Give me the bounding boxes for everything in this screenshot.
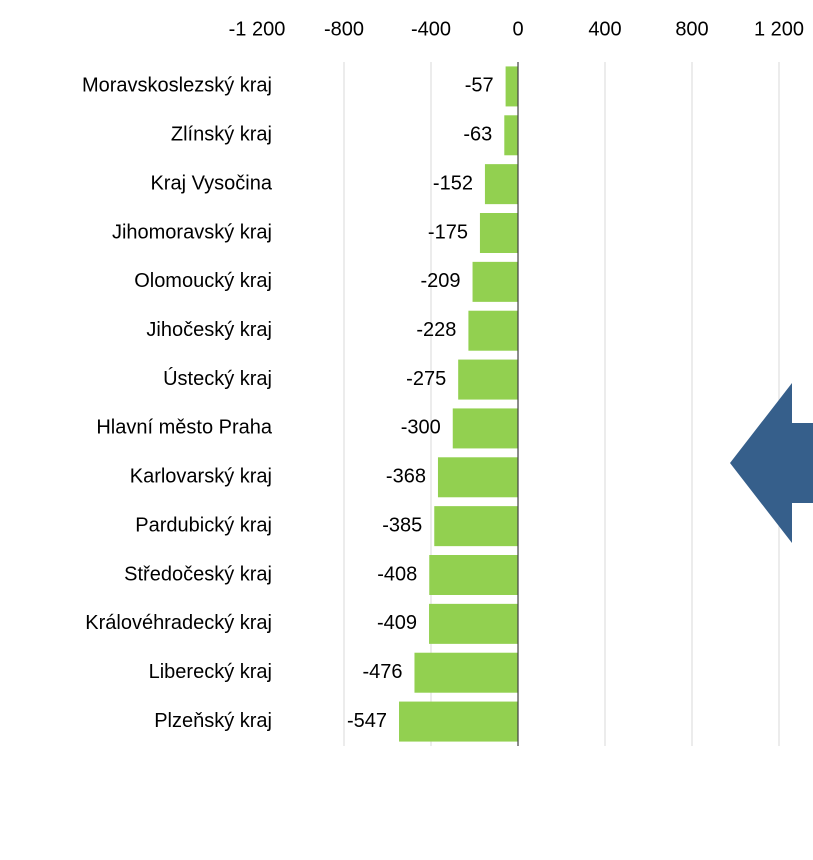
bar (484, 164, 518, 205)
category-label: Královéhradecký kraj (85, 612, 272, 634)
bar (437, 457, 518, 498)
x-tick-label: 0 (512, 18, 523, 40)
bar (468, 310, 518, 351)
bar (429, 603, 518, 644)
value-label: -385 (382, 514, 422, 536)
bar (414, 652, 518, 693)
value-label: -175 (428, 221, 468, 243)
value-label: -476 (362, 661, 402, 683)
category-label: Ústecký kraj (163, 367, 272, 390)
bar (472, 261, 518, 302)
bar (452, 408, 518, 449)
category-label: Jihomoravský kraj (112, 221, 272, 243)
value-label: -152 (433, 172, 473, 194)
x-tick-label: 800 (675, 18, 708, 40)
category-label: Liberecký kraj (149, 661, 272, 683)
bar (458, 359, 518, 400)
value-label: -57 (465, 75, 494, 97)
value-label: -409 (377, 612, 417, 634)
value-label: -228 (416, 319, 456, 341)
value-label: -275 (406, 368, 446, 390)
value-label: -408 (377, 563, 417, 585)
category-label: Pardubický kraj (135, 514, 272, 536)
category-label: Kraj Vysočina (150, 172, 272, 194)
category-label: Jihočeský kraj (146, 319, 272, 341)
x-tick-label: -800 (324, 18, 364, 40)
category-label: Středočeský kraj (124, 563, 272, 585)
x-tick-label: -400 (411, 18, 451, 40)
value-label: -63 (463, 124, 492, 146)
category-label: Karlovarský kraj (130, 466, 272, 488)
value-label: -547 (347, 710, 387, 732)
bar (504, 115, 518, 156)
bar (505, 66, 518, 107)
category-label: Plzeňský kraj (154, 710, 272, 732)
bar (434, 506, 518, 547)
bar (399, 701, 518, 742)
x-tick-label: 400 (588, 18, 621, 40)
bar (429, 555, 518, 595)
value-label: -300 (401, 417, 441, 439)
value-label: -209 (421, 270, 461, 292)
x-tick-label: 1 200 (754, 18, 804, 40)
category-label: Olomoucký kraj (134, 270, 272, 292)
value-label: -368 (386, 466, 426, 488)
category-label: Moravskoslezský kraj (82, 75, 272, 97)
category-label: Zlínský kraj (171, 124, 272, 146)
category-label: Hlavní město Praha (96, 417, 273, 439)
bar (479, 213, 518, 253)
x-tick-label: -1 200 (229, 18, 286, 40)
arrow-shape (730, 383, 813, 543)
